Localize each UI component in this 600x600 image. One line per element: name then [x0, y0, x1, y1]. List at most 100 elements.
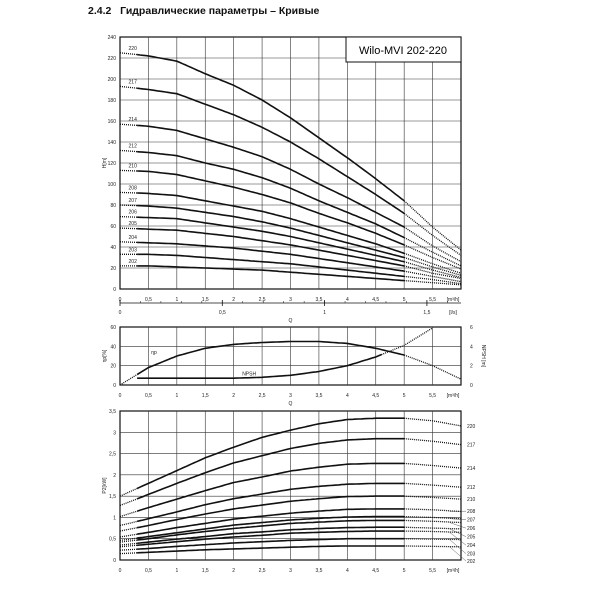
x-tick-label: 3: [289, 393, 292, 399]
label-leader: [449, 522, 467, 529]
x-tick-label: 0,5: [145, 568, 152, 574]
secondary-tick-label: 1,5: [423, 310, 430, 316]
head-curve-203-solid: [137, 253, 405, 278]
power-curve-label: 202: [467, 559, 476, 565]
y-tick-label: 220: [108, 56, 117, 62]
x-tick-label: 2,5: [259, 297, 266, 303]
x-tick-label: 0,5: [145, 297, 152, 303]
y-right-tick-label: 0: [470, 383, 473, 389]
y-right-tick-label: 6: [470, 325, 473, 331]
curve-label: 204: [129, 235, 138, 241]
label-leader: [449, 532, 467, 546]
x-tick-label: 4: [346, 393, 349, 399]
secondary-tick-label: 0: [119, 310, 122, 316]
y-right-tick-label: 4: [470, 344, 473, 350]
y-tick-label: 3,5: [109, 409, 116, 415]
y-tick-label: 1: [113, 515, 116, 521]
x-tick-label: 4: [346, 568, 349, 574]
power-curve-label: 214: [467, 466, 476, 472]
power-curve-205-solid: [137, 526, 405, 545]
section-number: 2.4.2: [88, 5, 112, 17]
y-tick-label: 40: [110, 245, 116, 251]
y-tick-label: 2,5: [109, 452, 116, 458]
y-axis-label: P2[kW]: [102, 477, 108, 494]
head-curve-208-dotted: [119, 191, 138, 194]
x-tick-label: 4: [346, 297, 349, 303]
power-curve-210-dotted: [119, 527, 138, 532]
x-tick-label: 1: [175, 297, 178, 303]
y-tick-label: 100: [108, 182, 117, 188]
y-tick-label: 160: [108, 119, 117, 125]
x-tick-label: 1: [175, 568, 178, 574]
head-curve-206-dotted: [119, 215, 138, 218]
y-tick-label: 180: [108, 98, 117, 104]
x-tick-label: 5,5: [429, 393, 436, 399]
x-tick-label: 2,5: [259, 568, 266, 574]
efficiency-label: ηp: [151, 350, 157, 356]
curve-label: 202: [129, 259, 138, 265]
secondary-tick-label: 0,5: [219, 310, 226, 316]
power-curve-205-dotted: [119, 542, 138, 546]
power-curve-label: 220: [467, 424, 476, 430]
y-tick-label: 0: [113, 287, 116, 293]
power-curve-label: 208: [467, 509, 476, 515]
power-curve-207-dotted: [119, 537, 138, 542]
power-curve-217-dotted: [404, 438, 462, 446]
x-tick-label: 2: [232, 393, 235, 399]
y-tick-label: 240: [108, 35, 117, 41]
power-curve-214-solid: [136, 462, 405, 512]
x-tick-label: 0,5: [145, 393, 152, 399]
x-tick-label: 3,5: [315, 297, 322, 303]
x-tick-label: 3: [289, 297, 292, 303]
curve-label: 206: [129, 210, 138, 216]
y-axis-label: H[m]: [102, 157, 108, 168]
power-curve-203-solid: [137, 537, 405, 550]
power-curve-label: 204: [467, 543, 476, 549]
y-tick-label: 140: [108, 140, 117, 146]
power-curve-212-dotted: [119, 520, 138, 527]
head-curve-202-solid: [137, 265, 405, 282]
head-curve-214-solid: [137, 124, 405, 228]
head-curve-214-dotted: [403, 226, 462, 263]
head-curve-204-dotted: [119, 241, 138, 244]
label-leader: [449, 518, 467, 520]
power-curve-208-solid: [136, 508, 405, 535]
y-tick-label: 120: [108, 161, 117, 167]
x-unit-label: [m³/h]: [447, 297, 460, 303]
curve-label: 208: [129, 185, 138, 191]
y-tick-label: 1,5: [109, 494, 116, 500]
head-curve-217-solid: [136, 87, 405, 215]
label-leader: [449, 528, 467, 537]
secondary-tick-label: 1: [323, 310, 326, 316]
head-curve-205-dotted: [404, 265, 462, 280]
power-curve-206-solid: [136, 519, 405, 541]
y-tick-label: 60: [110, 325, 116, 331]
power-curve-207-dotted: [404, 515, 462, 520]
curve-label: 210: [129, 163, 138, 169]
y-tick-label: 80: [110, 203, 116, 209]
x-unit-label: [m³/h]: [447, 393, 460, 399]
head-curve-208-solid: [137, 192, 405, 255]
curve-label: 205: [129, 221, 138, 227]
power-curve-212-dotted: [404, 482, 462, 488]
x-tick-label: 4,5: [372, 568, 379, 574]
head-curve-220-solid: [136, 53, 405, 202]
power-curve-203-dotted: [119, 548, 138, 551]
y-tick-label: 200: [108, 77, 117, 83]
x-tick-label: 5,5: [429, 297, 436, 303]
x-tick-label: 3,5: [315, 568, 322, 574]
label-leader: [449, 546, 467, 562]
curve-label: 203: [129, 247, 138, 253]
head-curve-214-dotted: [119, 123, 138, 127]
head-curve-210-dotted: [403, 244, 462, 270]
x-tick-label: 3,5: [315, 393, 322, 399]
power-curve-204-solid: [137, 530, 405, 547]
head-curve-204-dotted: [404, 270, 462, 283]
head-curve-202-dotted: [404, 279, 462, 286]
x-tick-label: 1,5: [202, 393, 209, 399]
power-curve-206-dotted: [404, 519, 462, 524]
y-tick-label: 0: [113, 383, 116, 389]
head-curve-210-solid: [137, 170, 405, 246]
